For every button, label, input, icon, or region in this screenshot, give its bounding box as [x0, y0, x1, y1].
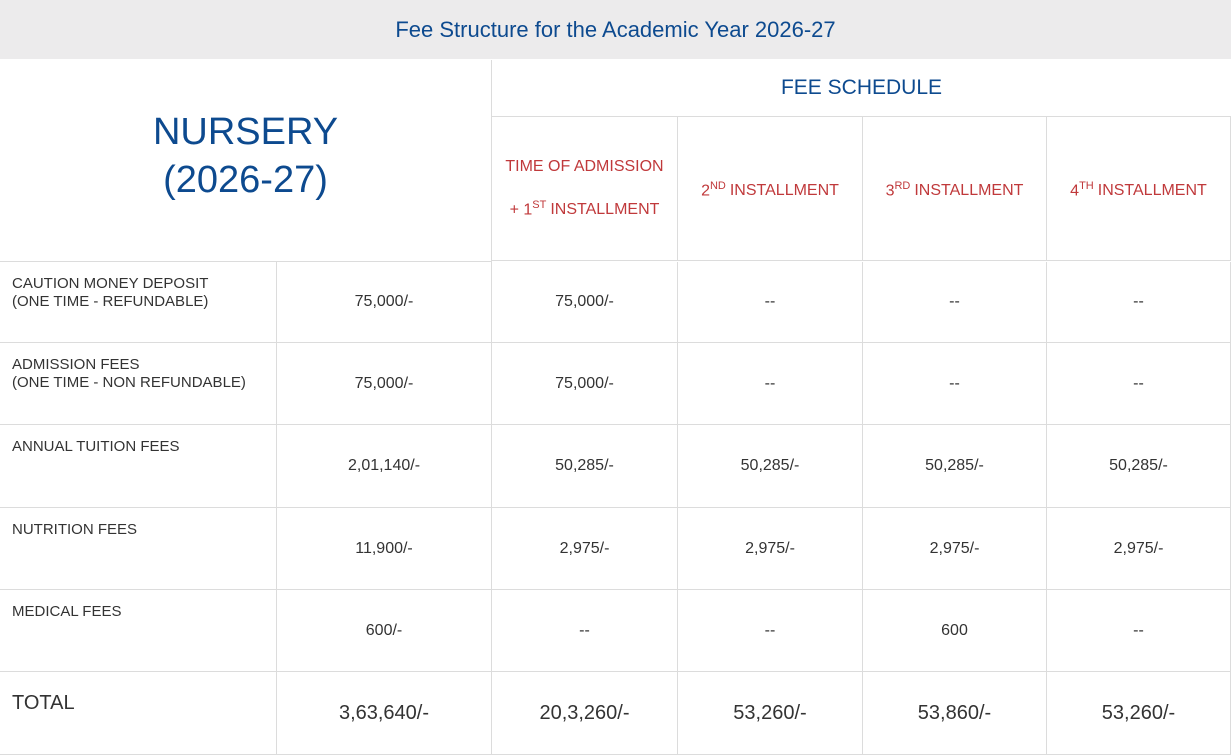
header-text: INSTALLMENT — [729, 182, 839, 200]
schedule-amount: 53,260/- — [1047, 672, 1231, 755]
row-total: 2,01,140/- — [277, 425, 492, 508]
header-line: + 1ST INSTALLMENT — [510, 186, 660, 229]
label-line: CAUTION MONEY DEPOSIT — [12, 275, 209, 292]
class-name: NURSERY — [152, 110, 339, 153]
header-number: 3 — [885, 182, 895, 200]
schedule-amount: 50,285/- — [492, 425, 678, 508]
schedule-amount: -- — [1047, 343, 1231, 425]
header-suffix: RD — [894, 179, 911, 192]
class-year: (2026-27) — [163, 158, 328, 201]
label-line: (ONE TIME - REFUNDABLE) — [12, 293, 209, 310]
header-line: 2ND INSTALLMENT — [701, 167, 839, 210]
row-total: 600/- — [277, 590, 492, 672]
schedule-amount: 2,975/- — [863, 508, 1047, 590]
header-line: 4TH INSTALLMENT — [1070, 167, 1207, 210]
row-label: ANNUAL TUITION FEES — [0, 425, 277, 508]
schedule-amount: -- — [492, 590, 678, 672]
schedule-amount: 2,975/- — [492, 508, 678, 590]
schedule-amount: -- — [1047, 262, 1231, 343]
label-line: (ONE TIME - NON REFUNDABLE) — [12, 374, 246, 391]
row-total: 75,000/- — [277, 343, 492, 425]
header-number: 2 — [701, 182, 710, 200]
row-label: MEDICAL FEES — [0, 590, 277, 672]
schedule-amount: -- — [1047, 590, 1231, 672]
column-header: 3RD INSTALLMENT — [863, 117, 1047, 261]
label-line: TOTAL — [12, 692, 75, 714]
schedule-amount: 20,3,260/- — [492, 672, 678, 755]
column-header: 4TH INSTALLMENT — [1047, 117, 1231, 261]
schedule-amount: -- — [678, 262, 863, 343]
row-label: TOTAL — [0, 672, 277, 755]
page-title: Fee Structure for the Academic Year 2026… — [0, 0, 1231, 59]
schedule-amount: -- — [678, 590, 863, 672]
schedule-amount: 50,285/- — [1047, 425, 1231, 508]
schedule-amount: 53,260/- — [678, 672, 863, 755]
header-line: 3RD INSTALLMENT — [886, 167, 1024, 210]
header-number: + 1 — [509, 201, 533, 219]
schedule-amount: 75,000/- — [492, 262, 678, 343]
column-header: TIME OF ADMISSION + 1ST INSTALLMENT — [492, 117, 678, 261]
header-suffix: TH — [1079, 179, 1094, 192]
row-total: 75,000/- — [277, 262, 492, 343]
schedule-amount: 50,285/- — [863, 425, 1047, 508]
column-header: 2ND INSTALLMENT — [678, 117, 863, 261]
header-line: TIME OF ADMISSION — [505, 157, 664, 175]
schedule-amount: -- — [678, 343, 863, 425]
row-label: CAUTION MONEY DEPOSIT (ONE TIME - REFUNDA… — [0, 262, 277, 343]
schedule-amount: 75,000/- — [492, 343, 678, 425]
header-number: 4 — [1070, 182, 1080, 200]
label-line: MEDICAL FEES — [12, 603, 122, 620]
label-line: ADMISSION FEES — [12, 356, 140, 373]
schedule-amount: 53,860/- — [863, 672, 1047, 755]
row-total: 3,63,640/- — [277, 672, 492, 755]
header-suffix: ND — [709, 179, 726, 192]
row-label: NUTRITION FEES — [0, 508, 277, 590]
header-suffix: ST — [532, 198, 547, 211]
class-box: NURSERY (2026-27) — [0, 60, 492, 262]
row-total: 11,900/- — [277, 508, 492, 590]
schedule-amount: 600 — [863, 590, 1047, 672]
schedule-amount: 50,285/- — [678, 425, 863, 508]
header-text: INSTALLMENT — [914, 182, 1024, 200]
schedule-amount: -- — [863, 343, 1047, 425]
schedule-title: FEE SCHEDULE — [492, 60, 1231, 117]
label-line: NUTRITION FEES — [12, 521, 138, 538]
header-text: INSTALLMENT — [1097, 182, 1207, 200]
schedule-amount: 2,975/- — [678, 508, 863, 590]
label-line: ANNUAL TUITION FEES — [12, 438, 180, 455]
row-label: ADMISSION FEES (ONE TIME - NON REFUNDABLE… — [0, 343, 277, 425]
schedule-amount: 2,975/- — [1047, 508, 1231, 590]
header-text: INSTALLMENT — [550, 201, 660, 219]
schedule-amount: -- — [863, 262, 1047, 343]
